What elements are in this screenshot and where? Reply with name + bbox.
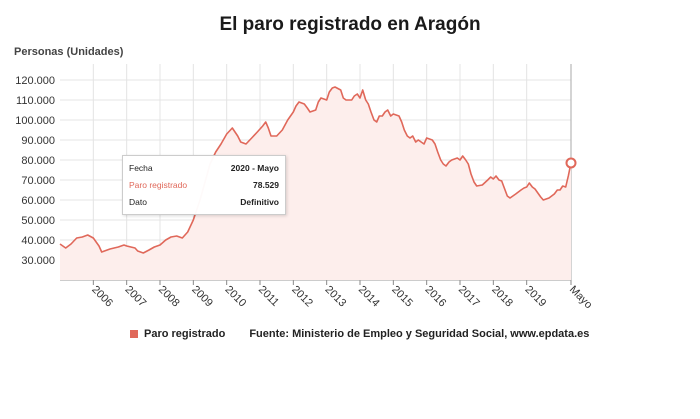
y-axis-title: Personas (Unidades) <box>14 46 124 58</box>
legend-series-label[interactable]: Paro registrado <box>144 328 226 340</box>
x-tick-label: 2007 <box>123 284 149 310</box>
source-note: Fuente: Ministerio de Empleo y Seguridad… <box>249 328 590 340</box>
x-tick-label: 2009 <box>189 284 215 310</box>
x-tick-label: 2015 <box>389 284 415 310</box>
x-tick-label: 2006 <box>89 284 115 310</box>
x-tick-label: 2011 <box>256 284 281 309</box>
series-line <box>59 86 572 254</box>
x-tick-label: 2012 <box>289 284 315 310</box>
legend: Paro registrado Fuente: Ministerio de Em… <box>130 328 589 340</box>
tooltip-row-value: Paro registrado 78.529 <box>129 178 279 192</box>
x-tick-label: 2014 <box>356 284 382 310</box>
x-tick-label: 2017 <box>456 284 482 310</box>
tooltip-data-value: Definitivo <box>240 197 279 207</box>
tooltip-series-value: 78.529 <box>253 180 279 190</box>
x-tick-label: 2018 <box>489 284 515 310</box>
y-tick-label: 30.000 <box>21 255 55 267</box>
y-tick-label: 120.000 <box>15 75 55 87</box>
y-tick-label: 70.000 <box>21 175 55 187</box>
y-tick-label: 110.000 <box>16 95 55 107</box>
x-tick-label: Mayo <box>567 284 595 312</box>
tooltip-series-label: Paro registrado <box>129 180 188 190</box>
tooltip-row-date: Fecha 2020 - Mayo <box>129 161 279 175</box>
series-area <box>60 87 571 280</box>
chart-title: El paro registrado en Aragón <box>219 14 481 35</box>
tooltip: Fecha 2020 - Mayo Paro registrado 78.529… <box>122 155 286 215</box>
tooltip-row-data: Dato Definitivo <box>129 195 279 209</box>
x-tick-label: 2016 <box>423 284 449 310</box>
x-tick-label: 2013 <box>323 284 349 310</box>
legend-swatch[interactable] <box>130 330 138 338</box>
y-tick-label: 50.000 <box>21 215 55 227</box>
y-tick-label: 80.000 <box>21 155 55 167</box>
tooltip-date-label: Fecha <box>129 163 153 173</box>
y-tick-label: 40.000 <box>21 235 55 247</box>
highlight-marker <box>565 157 577 169</box>
y-tick-label: 60.000 <box>21 195 55 207</box>
x-tick-label: 2008 <box>156 284 182 310</box>
tooltip-date-value: 2020 - Mayo <box>230 163 279 173</box>
x-tick-label: 2019 <box>523 284 549 310</box>
y-tick-label: 90.000 <box>21 135 55 147</box>
x-tick-label: 2010 <box>223 284 249 310</box>
tooltip-data-label: Dato <box>129 197 147 207</box>
y-tick-label: 100.000 <box>15 115 55 127</box>
